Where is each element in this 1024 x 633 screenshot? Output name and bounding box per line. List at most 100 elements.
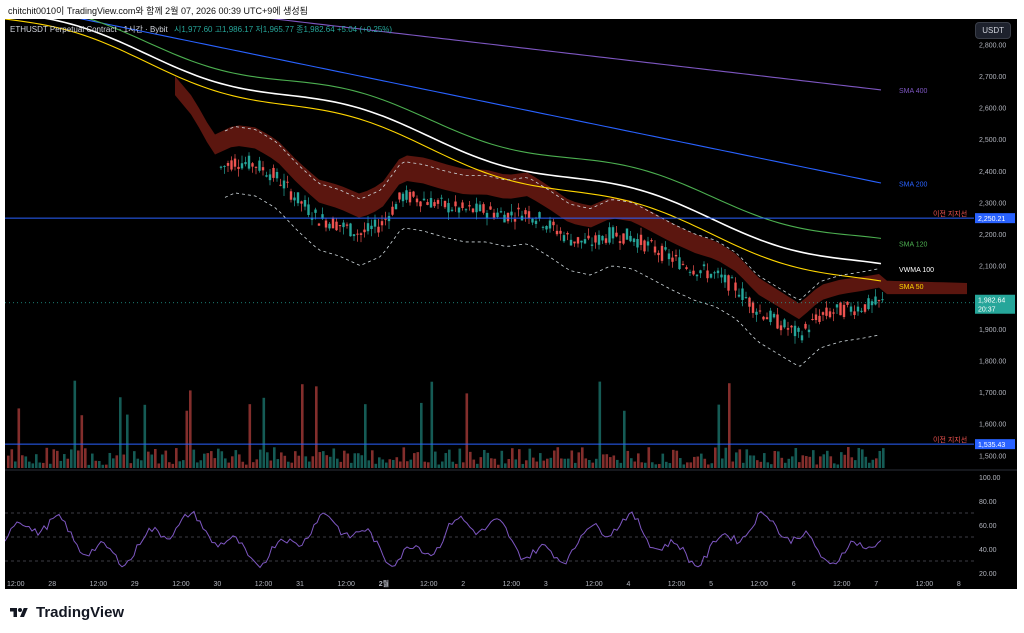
volume-bar <box>651 462 654 468</box>
volume-bar <box>133 451 136 468</box>
chart-frame[interactable]: 2,800.00 2,700.00 2,600.00 2,500.00 2,400.00… <box>5 19 1017 589</box>
volume-bar <box>262 397 266 468</box>
volume-bar <box>115 455 119 468</box>
x-tick-label: 12:00 <box>750 581 768 588</box>
candle-body <box>639 234 643 245</box>
candle-body <box>797 327 800 332</box>
candle-body <box>863 304 867 312</box>
volume-bar <box>864 456 868 468</box>
candle-body <box>678 257 681 270</box>
volume-bar <box>588 460 591 468</box>
volume-bar <box>675 450 679 468</box>
candle-body <box>545 226 548 230</box>
volume-bar <box>458 448 462 468</box>
volume-bar <box>605 454 609 468</box>
x-tick-label: 30 <box>214 581 222 588</box>
candle-body <box>478 204 482 212</box>
candle-body <box>776 314 779 329</box>
candle-body <box>825 307 828 316</box>
x-tick-label: 12:00 <box>503 581 521 588</box>
chart-canvas[interactable]: 2,800.00 2,700.00 2,600.00 2,500.00 2,400.00… <box>5 19 1017 589</box>
volume-bar <box>661 453 665 468</box>
volume-bar <box>367 460 371 468</box>
candle-body <box>429 198 433 208</box>
volume-bar <box>766 462 770 468</box>
ma-line <box>270 19 882 91</box>
volume-bar <box>455 463 458 468</box>
volume-bar <box>801 455 805 468</box>
volume-bar <box>689 462 693 468</box>
ma-line <box>88 19 882 239</box>
volume-bar <box>490 458 493 468</box>
volume-bar <box>311 456 315 468</box>
candle-body <box>405 190 408 200</box>
volume-bar <box>189 390 192 468</box>
volume-bar <box>724 447 728 468</box>
candle-body <box>748 297 751 307</box>
volume-bar <box>395 457 399 468</box>
volume-bar <box>147 451 150 468</box>
volume-bar <box>339 461 343 468</box>
candle-body <box>377 226 380 233</box>
volume-bar <box>521 463 525 468</box>
volume-bar <box>150 454 154 468</box>
volume-bar <box>444 453 448 468</box>
volume-bar <box>129 463 133 468</box>
volume-bar <box>73 380 77 468</box>
candle-body <box>342 222 345 228</box>
volume-bar <box>388 459 392 468</box>
rsi-tick-label: 100.00 <box>979 475 1001 482</box>
candle-body <box>856 306 860 312</box>
volume-bar <box>840 452 843 468</box>
volume-bar <box>829 456 833 468</box>
ma-label: VWMA 100 <box>899 267 934 274</box>
candle-body <box>741 288 744 300</box>
rsi-tick-label: 60.00 <box>979 523 997 530</box>
volume-bar <box>70 449 73 468</box>
candle-body <box>296 192 300 204</box>
symbol-title[interactable]: ETHUSDT Perpetual Contract · 1시간 · Bybit <box>10 25 168 34</box>
candle-body <box>506 212 510 222</box>
candle-body <box>359 233 363 235</box>
candle-body <box>223 165 226 167</box>
volume-bar <box>658 463 661 468</box>
candle-body <box>569 239 573 246</box>
volume-bar <box>777 451 780 468</box>
volume-bar <box>87 464 91 468</box>
volume-bar <box>420 402 423 468</box>
candle-body <box>338 225 342 227</box>
candle-body <box>709 273 713 278</box>
volume-bar <box>245 464 248 468</box>
volume-bar <box>255 459 259 468</box>
candle-body <box>734 282 737 291</box>
volume-bar <box>290 462 294 468</box>
y-tick-label: 2,500.00 <box>979 137 1006 144</box>
y-tick-label: 1,800.00 <box>979 358 1006 365</box>
volume-bar <box>815 464 819 468</box>
volume-bar <box>861 449 864 468</box>
candle-body <box>615 232 618 237</box>
volume-bar <box>714 447 717 468</box>
candle-body <box>580 240 583 243</box>
candle-body <box>562 235 566 242</box>
candle-body <box>513 219 517 222</box>
candle-body <box>492 212 496 218</box>
currency-button[interactable]: USDT <box>975 22 1011 39</box>
volume-bar <box>409 459 413 468</box>
volume-bar <box>847 447 850 468</box>
volume-bar <box>584 458 588 468</box>
candle-body <box>699 270 702 274</box>
candle-body <box>576 237 580 244</box>
volume-bar <box>381 459 385 468</box>
volume-bar <box>360 455 364 468</box>
ma-label: SMA 50 <box>899 284 924 291</box>
volume-bar <box>336 458 339 468</box>
candle-body <box>601 235 604 241</box>
candle-body <box>636 239 639 248</box>
candle-body <box>471 208 475 213</box>
volume-bar <box>357 453 360 468</box>
volume-bar <box>721 458 724 468</box>
volume-bar <box>371 450 374 468</box>
volume-bar <box>710 463 714 468</box>
candle-body <box>597 234 601 245</box>
